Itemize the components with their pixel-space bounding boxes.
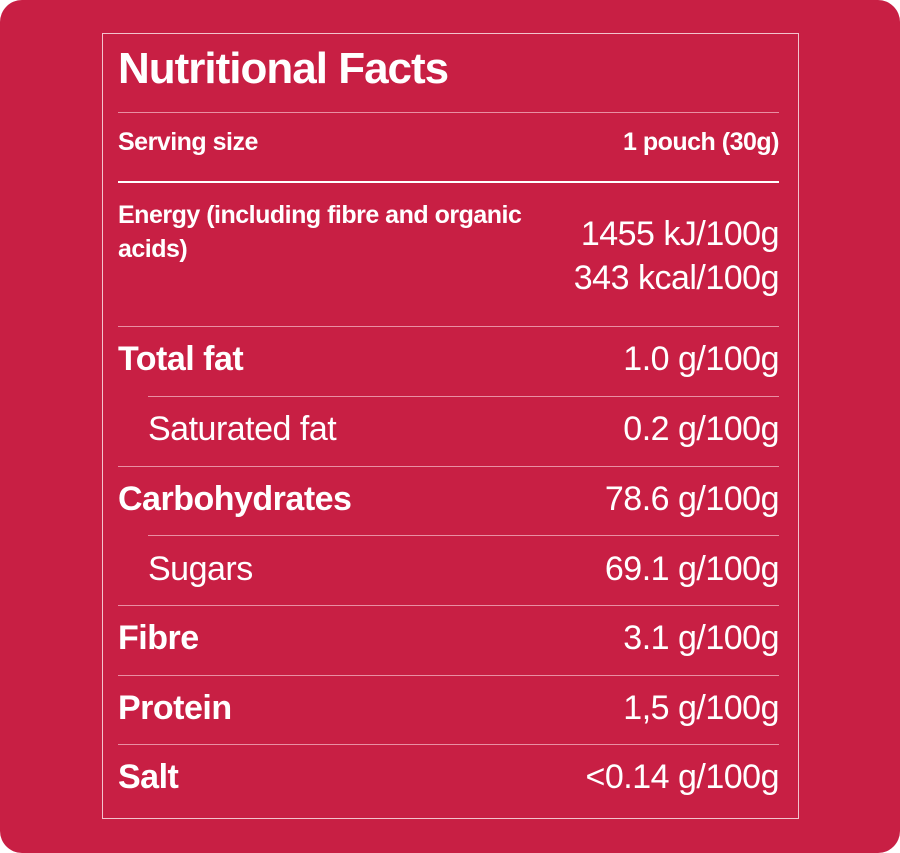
- sugars-label: Sugars: [148, 550, 253, 588]
- divider: [118, 466, 779, 467]
- protein-label: Protein: [118, 689, 232, 727]
- fibre-label: Fibre: [118, 619, 199, 657]
- nutrition-frame: [102, 33, 799, 819]
- energy-kj: 1455 kJ/100g: [580, 215, 780, 253]
- total-fat-value: 1.0 g/100g: [623, 340, 779, 378]
- energy-value: 1455 kJ/100g 343 kcal/100g: [573, 212, 780, 300]
- carbohydrates-label: Carbohydrates: [118, 480, 352, 518]
- total-fat-label: Total fat: [118, 340, 244, 378]
- fibre-value: 3.1 g/100g: [623, 619, 779, 657]
- energy-label: Energy (including fibre and organic acid…: [118, 201, 522, 263]
- divider: [148, 396, 779, 397]
- divider: [148, 535, 779, 536]
- salt-label: Salt: [118, 758, 179, 796]
- protein-value: 1,5 g/100g: [623, 689, 779, 727]
- sugars-value: 69.1 g/100g: [604, 550, 780, 588]
- carbohydrates-value: 78.6 g/100g: [604, 480, 780, 518]
- divider: [118, 675, 779, 676]
- divider: [118, 112, 779, 113]
- energy-kcal: 343 kcal/100g: [573, 259, 780, 297]
- page-title: Nutritional Facts: [118, 44, 449, 93]
- saturated-fat-label: Saturated fat: [148, 410, 337, 448]
- salt-value: <0.14 g/100g: [585, 758, 780, 796]
- divider: [118, 744, 779, 745]
- divider: [118, 326, 779, 327]
- serving-size-label: Serving size: [118, 128, 258, 156]
- serving-size-value: 1 pouch (30g): [622, 128, 780, 156]
- saturated-fat-value: 0.2 g/100g: [623, 410, 779, 448]
- divider: [118, 605, 779, 606]
- divider-thick: [118, 181, 779, 183]
